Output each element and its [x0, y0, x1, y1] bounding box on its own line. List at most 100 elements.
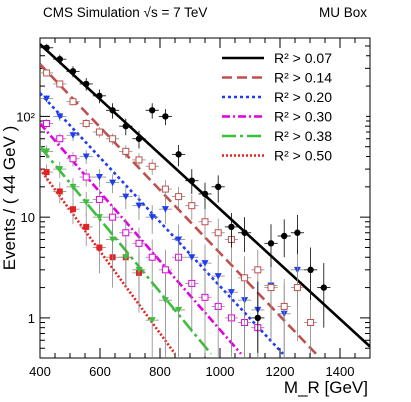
data-point — [294, 229, 301, 236]
legend-bg — [218, 128, 366, 145]
data-point — [241, 274, 249, 282]
cms-simulation-label: CMS Simulation √s = 7 TeV — [43, 5, 208, 20]
data-point — [281, 232, 288, 240]
x-tick-label: 600 — [89, 364, 111, 379]
legend-label: R² > 0.20 — [274, 89, 332, 105]
data-point — [320, 284, 327, 291]
legend-bg — [218, 108, 366, 126]
data-point — [214, 273, 222, 280]
data-point — [135, 156, 143, 164]
y-axis-label: Events / ( 44 GeV ) — [0, 126, 19, 271]
data-point — [175, 193, 183, 201]
data-point — [56, 113, 64, 120]
data-point — [201, 218, 209, 226]
data-point — [56, 80, 64, 88]
data-point — [109, 107, 116, 114]
data-point — [43, 169, 50, 176]
x-tick-label: 400 — [29, 364, 51, 379]
data-point — [175, 306, 183, 314]
data-point — [82, 173, 90, 181]
data-point — [149, 107, 156, 114]
data-point — [135, 266, 143, 274]
x-tick-label: 1400 — [326, 364, 355, 379]
x-tick-label: 1200 — [266, 364, 295, 379]
data-point — [82, 120, 90, 128]
data-point — [241, 229, 248, 236]
data-point — [56, 166, 64, 173]
data-point — [109, 213, 117, 221]
data-point — [293, 284, 301, 292]
y-tick-label: 10 — [21, 210, 35, 225]
data-point — [69, 68, 77, 75]
data-point — [254, 266, 262, 274]
data-point — [69, 132, 77, 139]
data-point — [69, 98, 77, 106]
fit-line — [40, 63, 317, 355]
data-point — [227, 289, 235, 296]
data-point — [82, 153, 90, 160]
legend-label: R² > 0.30 — [274, 109, 332, 125]
data-point — [109, 236, 117, 244]
data-point — [214, 229, 222, 237]
data-point — [83, 223, 90, 230]
data-point — [267, 284, 275, 292]
data-point — [280, 302, 288, 310]
data-point — [201, 190, 209, 198]
legend-bg — [218, 147, 366, 165]
data-points — [40, 44, 331, 357]
fit-line — [40, 92, 284, 355]
data-point — [135, 135, 143, 142]
data-point — [43, 44, 50, 51]
data-point — [161, 266, 169, 274]
legend: R² > 0.07 R² > 0.14 R² > 0.20 R² > 0.30 R² >… — [218, 50, 366, 165]
data-point — [69, 155, 77, 163]
data-point — [95, 195, 103, 203]
data-point — [162, 113, 169, 120]
data-point — [43, 148, 51, 155]
data-point — [43, 95, 51, 103]
data-point — [43, 120, 51, 128]
legend-label: R² > 0.38 — [274, 128, 332, 144]
data-point — [56, 188, 63, 195]
data-point — [69, 183, 77, 191]
legend-label: R² > 0.50 — [274, 148, 332, 164]
axis-ticks: 400 600 800 1000 1200 1400 1 10 10² — [16, 37, 371, 379]
data-point — [148, 253, 156, 261]
data-point — [56, 55, 63, 63]
data-point — [96, 244, 103, 251]
data-point — [148, 214, 156, 221]
box-label: MU Box — [318, 5, 367, 20]
data-point — [188, 202, 196, 210]
data-point — [122, 229, 130, 237]
data-point — [122, 147, 130, 155]
data-point — [188, 254, 196, 261]
data-point — [254, 314, 261, 322]
data-point — [175, 151, 182, 158]
legend-bg — [218, 69, 366, 87]
data-point — [96, 92, 103, 100]
data-point — [307, 319, 315, 327]
data-point — [188, 177, 195, 184]
y-tick-label: 1 — [28, 311, 35, 326]
data-point — [70, 206, 76, 213]
data-point — [43, 69, 51, 77]
data-point — [95, 214, 103, 221]
data-point — [161, 185, 169, 193]
x-tick-label: 800 — [149, 364, 171, 379]
data-point — [83, 80, 90, 88]
data-point — [95, 128, 103, 136]
data-point — [148, 317, 156, 324]
data-point — [82, 199, 90, 206]
fit-line — [40, 168, 177, 355]
data-point — [201, 260, 209, 267]
y-tick-label: 10² — [16, 109, 35, 124]
data-point — [109, 135, 117, 143]
data-point — [109, 179, 117, 187]
data-point — [267, 240, 275, 247]
data-point — [148, 162, 156, 170]
legend-label: R² > 0.14 — [274, 70, 332, 86]
x-tick-label: 1000 — [206, 364, 235, 379]
data-point — [122, 254, 130, 261]
data-point — [56, 135, 64, 143]
